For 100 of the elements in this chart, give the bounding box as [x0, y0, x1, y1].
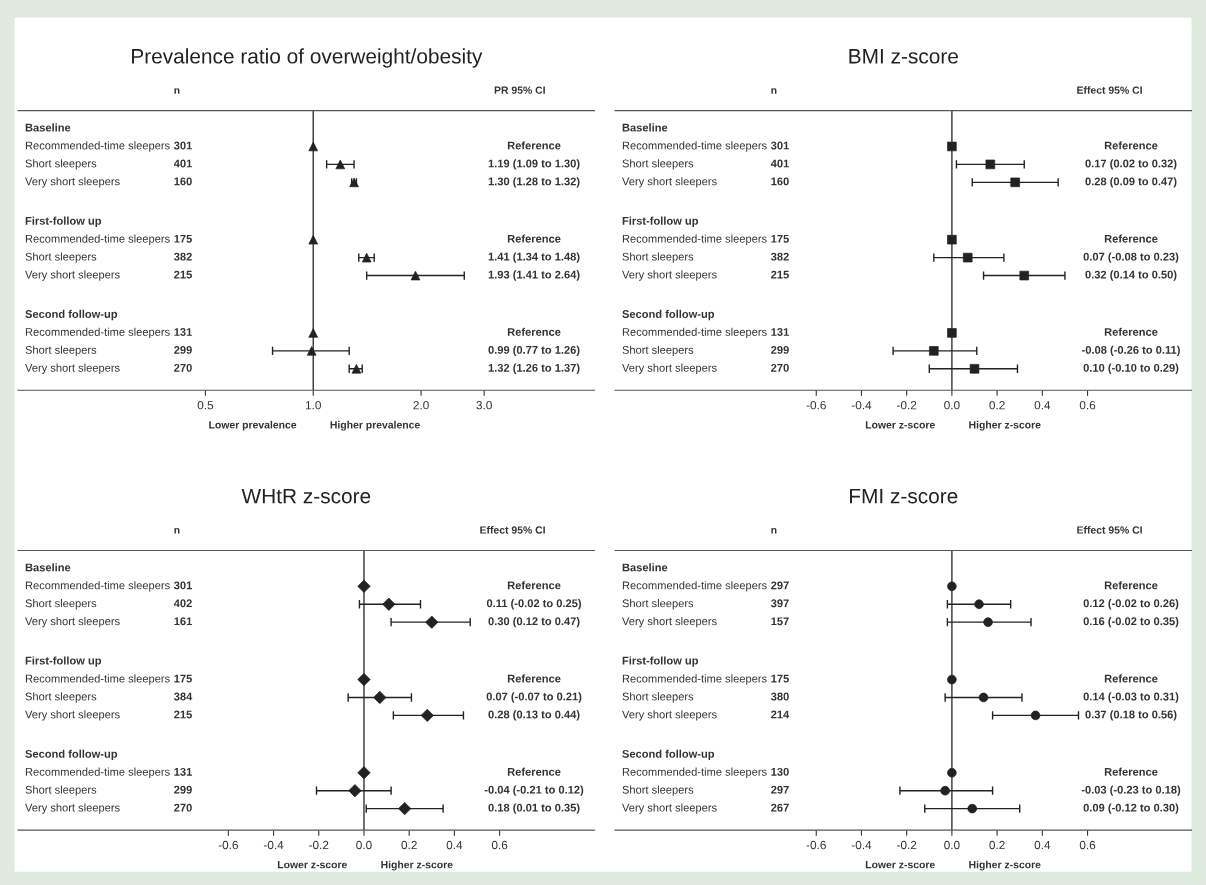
y-tick-label: First-follow up [25, 656, 102, 667]
y-tick-label: First-follow up [622, 656, 699, 667]
text: Lower prevalence [209, 420, 297, 431]
chart-title: FMI z-score [850, 488, 958, 504]
y2-tick-label: 297 [771, 581, 789, 590]
y2-tick-label: 297 [771, 785, 789, 794]
y2-tick-label: 301 [770, 141, 789, 150]
y-tick-label: Baseline [25, 123, 71, 132]
text: Lower z-score [865, 861, 935, 869]
x-tick-label: 0.4 [1034, 401, 1051, 410]
y-tick-label: Recommended-time sleepers [622, 674, 767, 685]
text: Effect 95% CI [480, 526, 545, 534]
y-tick-label: Short sleepers [622, 692, 694, 703]
chart-title: BMI z-score [849, 49, 958, 64]
x-tick-label: -0.4 [851, 401, 872, 410]
y2-tick-label: 175 [174, 234, 192, 243]
y-tick-label: Very short sleepers [25, 710, 120, 721]
text: Reference [507, 767, 561, 776]
text: Reference [1104, 674, 1158, 683]
x-tick-label: 0.0 [356, 840, 372, 850]
y2-tick-label: 301 [173, 141, 192, 150]
y-tick-label: Recommended-time sleepers [25, 767, 170, 778]
y2-tick-label: 270 [174, 803, 192, 812]
y2-tick-label: 160 [174, 177, 192, 186]
x-tick-label: 0.6 [491, 840, 508, 850]
y-tick-label: Short sleepers [25, 252, 97, 263]
y2-tick-label: 157 [771, 617, 789, 626]
y-tick-label: Recommended-time sleepers [25, 581, 170, 592]
text: -0.04 (-0.21 to 0.12) [484, 785, 584, 796]
text: 0.28 (0.13 to 0.44) [488, 710, 580, 721]
text: 1.32 (1.26 to 1.37) [488, 363, 580, 374]
y-tick-label: Recommended-time sleepers [25, 234, 170, 245]
y2-tick-label: 175 [771, 674, 789, 683]
x-tick-label: -0.2 [309, 840, 329, 850]
chart-title: Prevalence ratio of overweight/obesity [132, 48, 483, 68]
y2-tick-label: 131 [771, 328, 789, 336]
text: -0.08 (-0.26 to 0.11) [1082, 345, 1180, 357]
y-tick-label: Very short sleepers [25, 617, 120, 628]
y-tick-label: Very short sleepers [25, 270, 120, 281]
text: Higher z-score [969, 420, 1041, 431]
y-tick-label: Very short sleepers [25, 803, 120, 814]
x-tick-label: 0.6 [1079, 840, 1096, 850]
y-tick-label: Short sleepers [622, 159, 694, 170]
y-tick-label: Second follow-up [622, 749, 715, 761]
y2-tick-label: 299 [174, 345, 192, 354]
y-tick-label: Short sleepers [25, 785, 97, 796]
text: -0.03 (-0.23 to 0.18) [1081, 785, 1181, 796]
x-tick-label: -0.2 [897, 401, 917, 410]
y-tick-label: Very short sleepers [622, 617, 717, 628]
text: 0.07 (-0.08 to 0.23) [1083, 252, 1179, 263]
y2-tick-label: 161 [174, 617, 192, 626]
y-tick-label: First-follow up [622, 216, 699, 227]
y-tick-label: Baseline [25, 563, 71, 572]
y-tick-label: Short sleepers [25, 692, 97, 703]
text: Reference [1104, 767, 1158, 776]
y2-tick-label: 382 [770, 252, 789, 261]
x-tick-label: -0.6 [218, 840, 238, 850]
text: Reference [1104, 234, 1158, 243]
text: PR 95% CI [494, 86, 545, 94]
y-tick-label: Second follow-up [25, 309, 118, 321]
y2-tick-label: 160 [771, 177, 789, 186]
y-tick-label: Baseline [622, 563, 668, 572]
y-tick-label: Short sleepers [622, 252, 694, 263]
y2-tick-label: 267 [771, 803, 789, 812]
text: 0.09 (-0.12 to 0.30) [1083, 803, 1179, 814]
x-tick-label: 0.0 [944, 840, 960, 850]
y-tick-label: Very short sleepers [622, 363, 717, 374]
text: n [771, 88, 777, 94]
y2-tick-label: 215 [771, 270, 789, 279]
x-tick-label: 0.2 [401, 840, 417, 850]
y-tick-label: Recommended-time sleepers [25, 327, 170, 339]
x-tick-label: -0.6 [806, 401, 826, 410]
text: 0.16 (-0.02 to 0.35) [1083, 617, 1179, 628]
y2-tick-label: 131 [174, 328, 192, 336]
text: Reference [507, 581, 561, 590]
y2-tick-label: 130 [771, 767, 789, 776]
y-tick-label: Short sleepers [622, 785, 694, 796]
text: Higher prevalence [330, 420, 420, 431]
text: 0.28 (0.09 to 0.47) [1085, 177, 1177, 188]
text: n [174, 88, 180, 94]
x-tick-label: -0.6 [806, 840, 826, 850]
x-tick-label: 3.0 [476, 401, 492, 410]
text: Reference [507, 141, 561, 150]
y-tick-label: Very short sleepers [622, 710, 717, 721]
text: Reference [1104, 141, 1158, 150]
y2-tick-label: 382 [173, 252, 192, 261]
text: 1.93 (1.41 to 2.64) [488, 270, 580, 281]
x-tick-label: 0.6 [1079, 401, 1096, 410]
text: 1.19 (1.09 to 1.30) [488, 159, 580, 170]
y-tick-label: Very short sleepers [25, 363, 120, 374]
text: 0.32 (0.14 to 0.50) [1085, 270, 1177, 281]
y2-tick-label: 175 [771, 234, 789, 243]
y-tick-label: Recommended-time sleepers [622, 767, 767, 778]
y-tick-label: Recommended-time sleepers [622, 581, 767, 592]
text: Effect 95% CI [1077, 86, 1142, 94]
y-tick-label: Second follow-up [25, 749, 118, 761]
y2-tick-label: 270 [771, 363, 789, 372]
y-tick-label: First-follow up [25, 216, 102, 227]
text: 0.18 (0.01 to 0.35) [488, 803, 580, 814]
y-tick-label: Recommended-time sleepers [25, 674, 170, 685]
